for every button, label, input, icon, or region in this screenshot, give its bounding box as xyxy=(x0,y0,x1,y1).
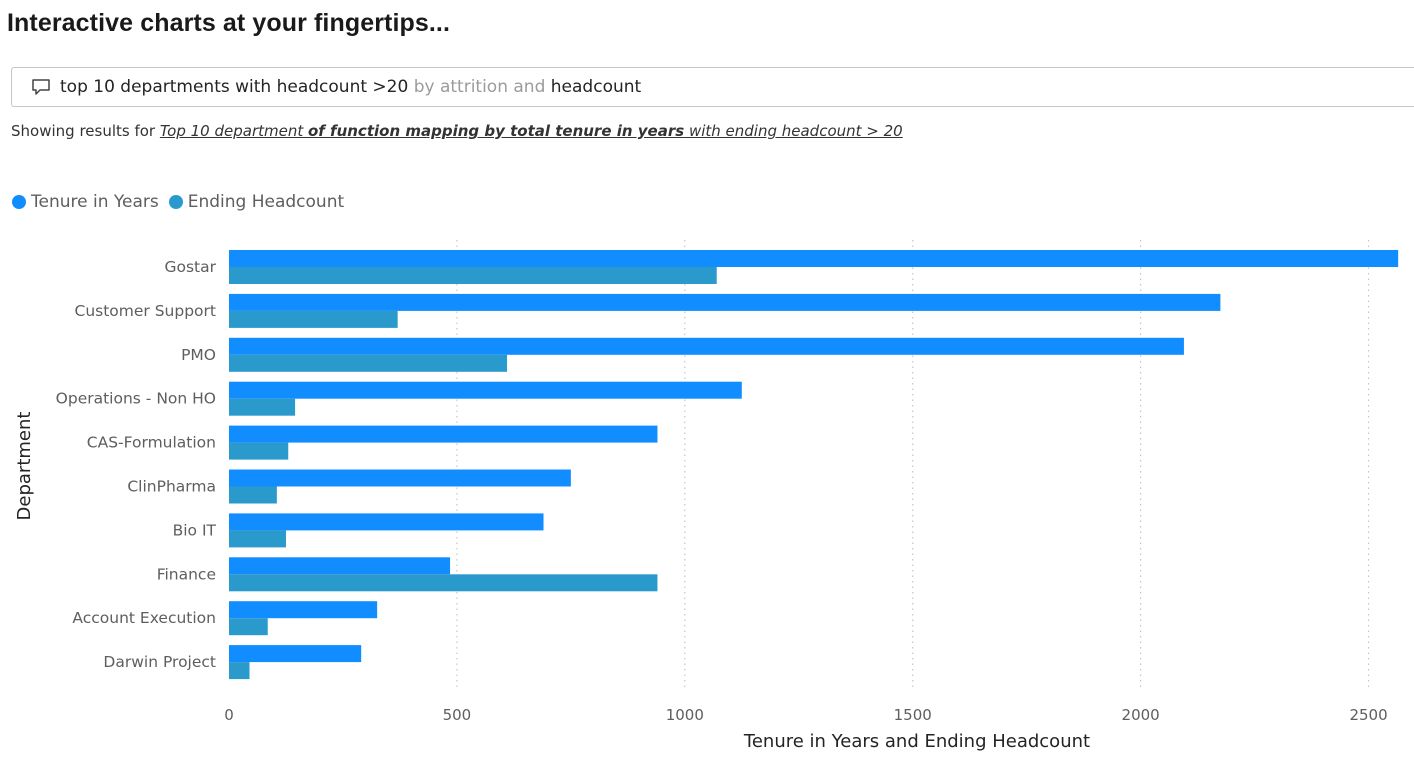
results-interpretation-link[interactable]: Top 10 department of function mapping by… xyxy=(160,122,903,140)
x-axis-title: Tenure in Years and Ending Headcount xyxy=(743,731,1090,752)
legend-dot xyxy=(168,195,183,209)
bar-headcount[interactable] xyxy=(229,530,286,548)
qa-search-box[interactable]: top 10 departments with headcount >20 by… xyxy=(11,67,1414,107)
bar-tenure[interactable] xyxy=(229,293,1221,311)
x-tick-label: 2000 xyxy=(1122,706,1160,724)
legend-dot xyxy=(12,195,26,209)
bar-headcount[interactable] xyxy=(229,267,717,284)
qa-query-text[interactable]: top 10 departments with headcount >20 by… xyxy=(60,77,641,97)
x-tick-label: 1000 xyxy=(666,706,704,724)
bar-tenure[interactable] xyxy=(229,645,362,663)
bar-tenure[interactable] xyxy=(229,337,1184,355)
interp-part: of function mapping by total tenure in y… xyxy=(308,122,685,140)
bar-headcount[interactable] xyxy=(229,574,658,592)
chart-legend: Tenure in Years Ending Headcount xyxy=(12,192,354,212)
category-label: PMO xyxy=(181,346,216,364)
interp-part: with ending headcount > 20 xyxy=(684,122,903,140)
query-part: headcount xyxy=(550,77,642,97)
bar-tenure[interactable] xyxy=(229,381,742,399)
bar-tenure[interactable] xyxy=(229,250,1399,267)
bar-tenure[interactable] xyxy=(229,557,451,575)
x-tick-label: 1500 xyxy=(894,706,932,724)
x-tick-label: 2500 xyxy=(1349,706,1387,724)
legend-label: Ending Headcount xyxy=(187,192,345,212)
speech-bubble-icon xyxy=(30,77,52,97)
bar-headcount[interactable] xyxy=(229,310,398,328)
bar-headcount[interactable] xyxy=(229,442,289,460)
bar-tenure[interactable] xyxy=(229,469,571,487)
category-label: Gostar xyxy=(164,258,216,276)
page-title: Interactive charts at your fingertips... xyxy=(7,9,451,37)
bar-headcount[interactable] xyxy=(229,662,250,680)
category-label: Account Execution xyxy=(72,609,216,627)
x-tick-label: 500 xyxy=(443,706,472,724)
bar-headcount[interactable] xyxy=(229,398,296,416)
bar-headcount[interactable] xyxy=(229,618,268,636)
legend-item-tenure[interactable]: Tenure in Years xyxy=(12,192,159,212)
bar-tenure[interactable] xyxy=(229,601,378,619)
bar-tenure[interactable] xyxy=(229,513,544,531)
results-prefix: Showing results for xyxy=(11,122,160,140)
legend-label: Tenure in Years xyxy=(31,192,159,212)
legend-item-headcount[interactable]: Ending Headcount xyxy=(168,192,345,212)
category-label: ClinPharma xyxy=(127,478,216,496)
query-part: by attrition and xyxy=(408,77,551,97)
category-label: Finance xyxy=(157,565,216,583)
category-label: Darwin Project xyxy=(103,653,216,671)
results-restatement: Showing results for Top 10 department of… xyxy=(11,122,903,140)
bar-headcount[interactable] xyxy=(229,486,277,504)
query-part: top 10 departments with headcount >20 xyxy=(60,77,409,97)
category-label: CAS-Formulation xyxy=(87,434,216,452)
category-label: Customer Support xyxy=(75,302,217,320)
category-label: Bio IT xyxy=(173,521,217,539)
x-tick-label: 0 xyxy=(224,706,234,724)
category-label: Operations - Non HO xyxy=(56,390,216,408)
bar-headcount[interactable] xyxy=(229,354,508,372)
y-axis-title: Department xyxy=(14,412,35,521)
bar-tenure[interactable] xyxy=(229,425,658,443)
interp-part: Top 10 department xyxy=(159,122,308,140)
